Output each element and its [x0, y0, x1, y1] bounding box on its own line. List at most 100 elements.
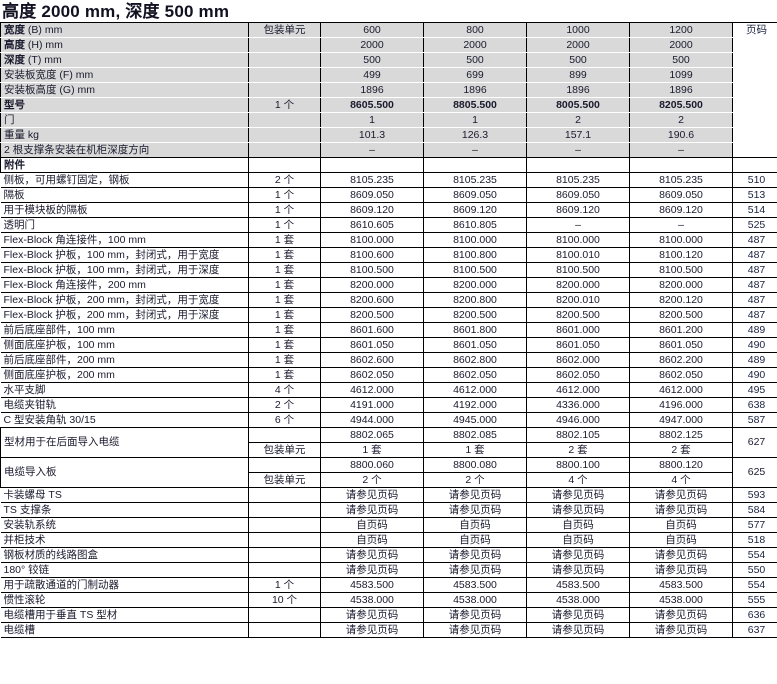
- accessory-group-label: 型材用于在后面导入电缆: [0, 427, 249, 458]
- spec-row-value: 8005.500: [526, 97, 630, 113]
- accessory-unit: [248, 607, 321, 623]
- accessory-unit: 10 个: [248, 592, 321, 608]
- accessory-value: 请参见页码: [423, 487, 527, 503]
- accessory-label: C 型安装角轨 30/15: [0, 412, 249, 428]
- accessory-unit: 1 个: [248, 187, 321, 203]
- accessory-unit: 1 套: [248, 322, 321, 338]
- spec-row-value: 500: [320, 52, 424, 68]
- accessory-unit: 1 套: [248, 277, 321, 293]
- accessory-value: 请参见页码: [320, 607, 424, 623]
- accessory-page: 513: [732, 187, 777, 203]
- spec-row: 重量 kg 101.3 126.3 157.1 190.6: [0, 127, 777, 143]
- spec-row-value: –: [423, 142, 527, 158]
- accessory-unit: 1 套: [248, 262, 321, 278]
- accessory-unit: 6 个: [248, 412, 321, 428]
- accessory-value: 8100.600: [320, 247, 424, 263]
- accessory-value: 4947.000: [629, 412, 733, 428]
- spec-row-value: 499: [320, 67, 424, 83]
- accessory-value: 请参见页码: [526, 547, 630, 563]
- accessory-value: 请参见页码: [423, 622, 527, 638]
- spec-row-value: 899: [526, 67, 630, 83]
- accessories-header-label: 附件: [0, 157, 249, 173]
- accessory-unit: 1 套: [248, 292, 321, 308]
- page-title: 高度 2000 mm, 深度 500 mm: [2, 2, 230, 21]
- spec-row: 安装板高度 (G) mm 1896 1896 1896 1896: [0, 82, 777, 98]
- accessory-label: Flex-Block 护板，200 mm，封闭式，用于宽度: [0, 292, 249, 308]
- accessory-label: 钢板材质的线路图盒: [0, 547, 249, 563]
- accessory-label: 安装轨系统: [0, 517, 249, 533]
- spec-row: 型号 1 个 8605.500 8805.500 8005.500 8205.500: [0, 97, 777, 113]
- accessory-value: 自页码: [423, 532, 527, 548]
- accessory-value: 自页码: [423, 517, 527, 533]
- accessory-label: TS 支撑条: [0, 502, 249, 518]
- accessory-value: 请参见页码: [629, 622, 733, 638]
- spec-row: 宽度 (B) mm 包装单元 600 800 1000 1200 页码: [0, 22, 777, 38]
- accessory-unit: 1 个: [248, 217, 321, 233]
- accessory-group-value: 4 个: [629, 472, 733, 488]
- spec-row-value: 500: [629, 52, 733, 68]
- accessory-unit: 1 套: [248, 247, 321, 263]
- spec-row: 深度 (T) mm 500 500 500 500: [0, 52, 777, 68]
- accessory-page: 487: [732, 307, 777, 323]
- accessory-row: 隔板 1 个 8609.050 8609.050 8609.050 8609.050 513: [0, 187, 777, 203]
- spec-row-value: 500: [423, 52, 527, 68]
- accessory-label: 侧板，可用螺钉固定，钢板: [0, 172, 249, 188]
- accessory-value: 4538.000: [526, 592, 630, 608]
- accessory-value: 8601.050: [320, 337, 424, 353]
- spec-row-label: 安装板高度 (G) mm: [0, 82, 249, 98]
- accessories-header-value: [423, 157, 527, 173]
- spec-row-unit: [248, 52, 321, 68]
- accessory-value: 请参见页码: [629, 487, 733, 503]
- accessory-value: 8602.800: [423, 352, 527, 368]
- spec-row: 安装板宽度 (F) mm 499 699 899 1099: [0, 67, 777, 83]
- accessory-group-value: 8800.060: [320, 457, 424, 473]
- spec-row-page: [732, 37, 777, 53]
- accessory-value: 8200.500: [629, 307, 733, 323]
- accessory-row: TS 支撑条 请参见页码 请参见页码 请参见页码 请参见页码 584: [0, 502, 777, 518]
- accessory-value: 自页码: [629, 517, 733, 533]
- accessory-value: 自页码: [629, 532, 733, 548]
- accessory-row: Flex-Block 护板，200 mm，封闭式，用于深度 1 套 8200.500…: [0, 307, 777, 323]
- accessory-value: 4583.500: [423, 577, 527, 593]
- accessory-value: 8100.010: [526, 247, 630, 263]
- spec-row-value: 1896: [629, 82, 733, 98]
- accessory-value: 请参见页码: [629, 547, 733, 563]
- accessory-value: 4538.000: [629, 592, 733, 608]
- accessory-label: 卡装螺母 TS: [0, 487, 249, 503]
- accessory-unit: [248, 532, 321, 548]
- accessory-group-value: 8800.100: [526, 457, 630, 473]
- accessory-page: 510: [732, 172, 777, 188]
- accessory-value: 4192.000: [423, 397, 527, 413]
- spec-row-label: 重量 kg: [0, 127, 249, 143]
- accessory-row: 电缆夹钳轨 2 个 4191.000 4192.000 4336.000 4196.000…: [0, 397, 777, 413]
- accessory-value: 8100.500: [629, 262, 733, 278]
- specification-table: 宽度 (B) mm 包装单元 600 800 1000 1200 页码 高度 (H) mm 20…: [0, 22, 777, 638]
- accessory-group-value: 1 套: [320, 442, 424, 458]
- spec-row-page: [732, 112, 777, 128]
- spec-row-page: [732, 52, 777, 68]
- accessory-value: 请参见页码: [320, 502, 424, 518]
- accessory-value: 8200.600: [320, 292, 424, 308]
- accessory-row: 并柜技术 自页码 自页码 自页码 自页码 518: [0, 532, 777, 548]
- accessory-page: 637: [732, 622, 777, 638]
- accessory-label: 用于疏散通道的门制动器: [0, 577, 249, 593]
- accessory-label: 电缆槽: [0, 622, 249, 638]
- accessory-value: 8610.805: [423, 217, 527, 233]
- spec-row-label: 2 根支撑条安装在机柜深度方向: [0, 142, 249, 158]
- accessory-value: 请参见页码: [320, 547, 424, 563]
- spec-row-value: 8805.500: [423, 97, 527, 113]
- spec-row-value: 2: [629, 112, 733, 128]
- accessory-group-value: 8802.125: [629, 427, 733, 443]
- spec-row-value: 190.6: [629, 127, 733, 143]
- spec-row-label: 宽度 (B) mm: [0, 22, 249, 38]
- accessory-page: 489: [732, 322, 777, 338]
- spec-row-unit: [248, 142, 321, 158]
- accessory-value: 8609.120: [423, 202, 527, 218]
- accessory-page: 593: [732, 487, 777, 503]
- accessory-value: 8602.050: [526, 367, 630, 383]
- accessory-value: 8100.500: [526, 262, 630, 278]
- accessory-group-value: 1 套: [423, 442, 527, 458]
- accessory-value: 8200.000: [320, 277, 424, 293]
- accessory-value: 8609.050: [629, 187, 733, 203]
- accessory-value: 请参见页码: [629, 562, 733, 578]
